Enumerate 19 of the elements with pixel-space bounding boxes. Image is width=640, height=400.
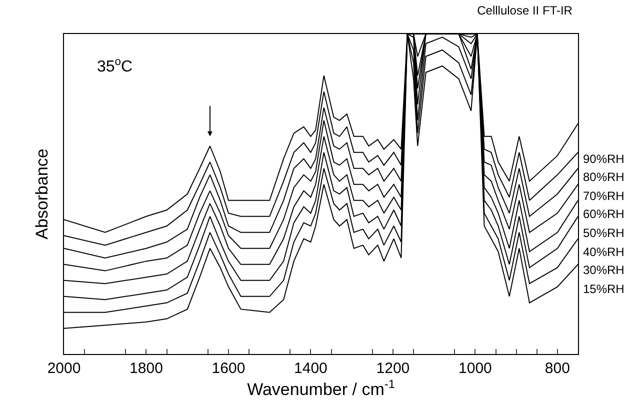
series-label: 50%RH [583, 226, 624, 240]
x-tick-label: 1000 [458, 360, 492, 377]
y-axis-title: Absorbance [32, 148, 52, 240]
x-tick-label: 1600 [212, 360, 246, 377]
x-axis-title: Wavenumber / cm$^{-1}$ [247, 377, 396, 400]
series-label: 60%RH [583, 207, 624, 221]
x-tick-label: 1200 [376, 360, 410, 377]
series-label: 80%RH [583, 170, 624, 184]
x-tick-label: 2000 [47, 360, 81, 377]
chart-title: Celllulose II FT-IR [477, 3, 573, 18]
series-label: 90%RH [583, 152, 624, 166]
series-label: 15%RH [583, 282, 624, 296]
x-tick-label: 800 [544, 360, 570, 377]
series-label: 70%RH [583, 189, 624, 203]
annotation: 35$^{o}$C [97, 56, 133, 76]
x-tick-label: 1400 [294, 360, 328, 377]
series-label: 30%RH [583, 263, 624, 277]
series-label: 40%RH [583, 245, 624, 259]
x-tick-label: 1800 [130, 360, 163, 377]
